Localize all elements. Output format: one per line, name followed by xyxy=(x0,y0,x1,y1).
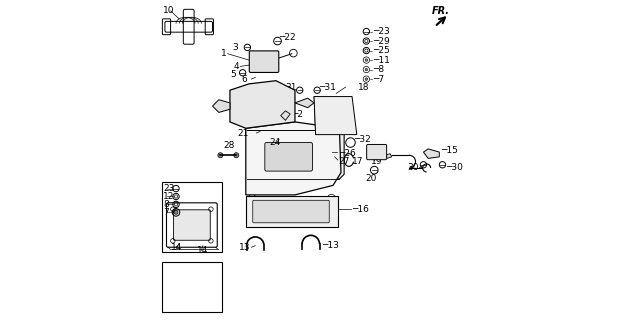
Text: ─2: ─2 xyxy=(292,109,303,118)
Text: ─30: ─30 xyxy=(447,164,463,172)
Text: 19: 19 xyxy=(371,157,382,166)
Text: 20: 20 xyxy=(365,174,377,183)
Text: 7: 7 xyxy=(163,208,169,217)
Bar xyxy=(162,182,222,252)
FancyBboxPatch shape xyxy=(249,51,279,72)
Text: ─32: ─32 xyxy=(354,135,371,144)
FancyBboxPatch shape xyxy=(367,144,387,160)
Text: ─26: ─26 xyxy=(338,149,355,158)
Text: 24: 24 xyxy=(269,138,281,147)
Text: 18: 18 xyxy=(359,83,370,92)
Polygon shape xyxy=(423,149,440,158)
Text: ─22: ─22 xyxy=(279,33,296,42)
FancyBboxPatch shape xyxy=(173,210,210,240)
Circle shape xyxy=(269,90,283,104)
Circle shape xyxy=(174,211,178,214)
Text: 27: 27 xyxy=(338,157,350,166)
Polygon shape xyxy=(314,97,357,135)
Circle shape xyxy=(234,153,239,158)
Text: ─25: ─25 xyxy=(372,46,389,55)
Text: 21: 21 xyxy=(237,129,249,138)
FancyBboxPatch shape xyxy=(265,142,312,171)
Polygon shape xyxy=(386,154,392,158)
Text: 10: 10 xyxy=(163,6,175,15)
Text: ─29: ─29 xyxy=(372,36,389,45)
Text: 12: 12 xyxy=(163,192,175,201)
Circle shape xyxy=(365,59,367,61)
Polygon shape xyxy=(247,125,344,179)
Circle shape xyxy=(365,78,367,80)
Text: ─23: ─23 xyxy=(372,27,389,36)
Circle shape xyxy=(365,68,367,71)
Text: 13: 13 xyxy=(239,243,251,252)
Text: 3: 3 xyxy=(232,43,238,52)
Text: ─8: ─8 xyxy=(372,65,384,74)
Polygon shape xyxy=(281,111,290,120)
Text: 9: 9 xyxy=(245,114,251,123)
Circle shape xyxy=(232,90,246,104)
Text: 4: 4 xyxy=(233,62,239,71)
Text: 23: 23 xyxy=(163,184,175,193)
Text: 5: 5 xyxy=(230,70,236,79)
Text: ─13: ─13 xyxy=(322,241,338,250)
Text: 6: 6 xyxy=(242,75,247,84)
Polygon shape xyxy=(246,196,338,227)
Polygon shape xyxy=(230,81,295,128)
Text: 1: 1 xyxy=(221,49,227,58)
Text: 31: 31 xyxy=(285,83,296,92)
Text: 8: 8 xyxy=(163,200,169,209)
Text: 17: 17 xyxy=(352,157,364,166)
Text: ─31: ─31 xyxy=(319,83,335,92)
Text: ─16: ─16 xyxy=(352,205,369,214)
Text: ─11: ─11 xyxy=(372,56,389,65)
Text: 30: 30 xyxy=(407,164,419,172)
Text: ─15: ─15 xyxy=(441,146,458,155)
Text: 14: 14 xyxy=(171,243,182,252)
Text: FR.: FR. xyxy=(431,6,450,16)
Polygon shape xyxy=(295,98,314,108)
Text: ─7: ─7 xyxy=(372,75,384,84)
Text: 28: 28 xyxy=(224,141,235,150)
Text: 14: 14 xyxy=(197,246,208,255)
FancyBboxPatch shape xyxy=(253,200,329,223)
Circle shape xyxy=(247,93,261,107)
Circle shape xyxy=(218,153,223,158)
Polygon shape xyxy=(212,100,230,112)
Polygon shape xyxy=(246,122,341,195)
Bar xyxy=(162,261,222,312)
